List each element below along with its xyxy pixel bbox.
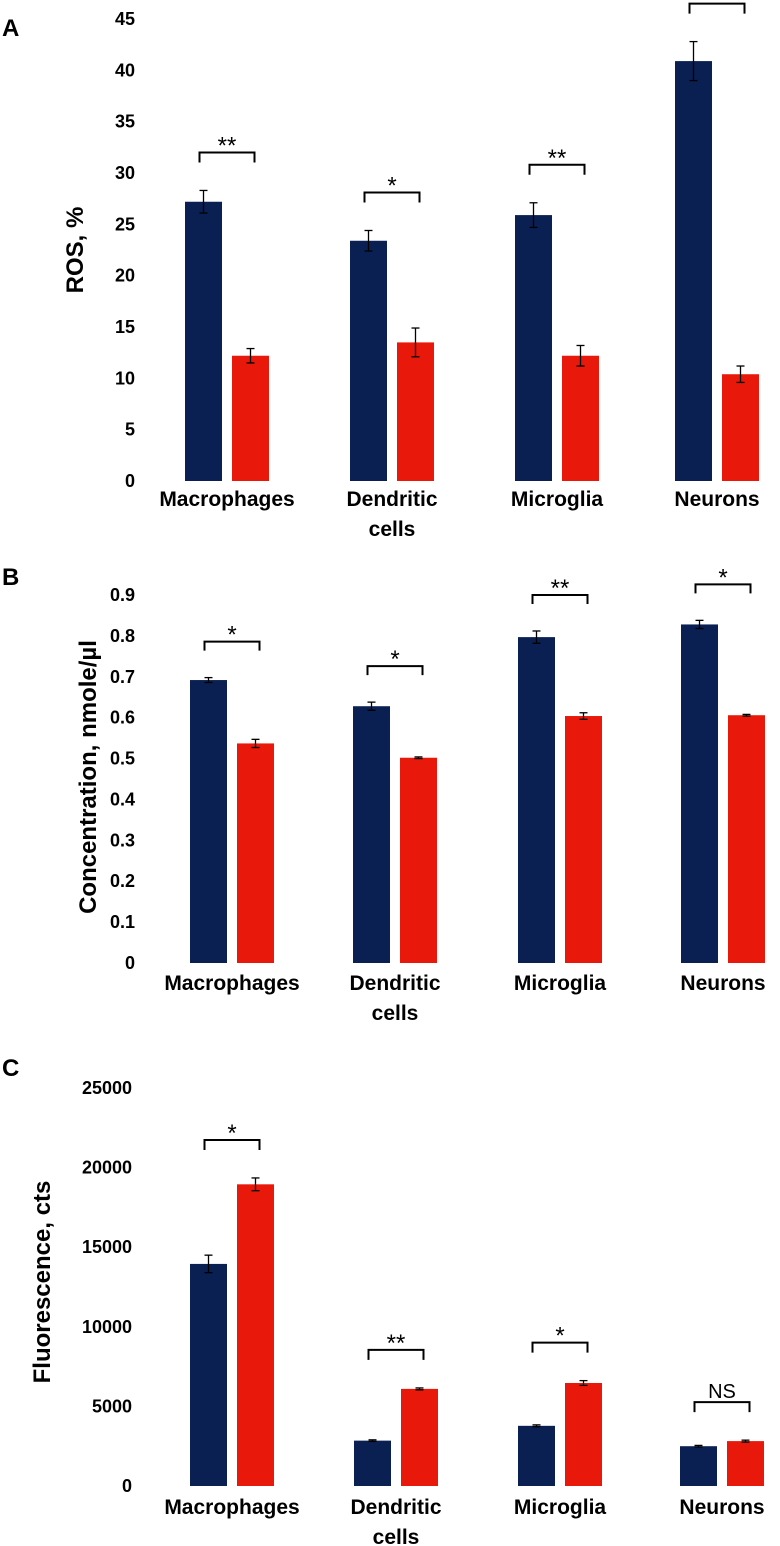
bar-control [515, 215, 552, 482]
bar-treated [562, 355, 599, 481]
significance-label: * [718, 564, 727, 591]
y-tick-label: 0.2 [110, 871, 135, 891]
y-tick-label: 0.4 [110, 789, 135, 809]
y-tick-label: 0.5 [110, 749, 135, 769]
y-tick-label: 10 [115, 368, 135, 388]
bar-treated [728, 715, 765, 963]
y-tick-label: 45 [115, 9, 135, 29]
y-tick-label: 5 [125, 420, 135, 440]
y-tick-label: 20000 [82, 1158, 132, 1178]
significance-label: NS [708, 1381, 736, 1403]
bar-control [680, 1446, 717, 1486]
bar-treated [232, 355, 269, 481]
bar-treated [400, 757, 437, 963]
category-label: Neurons [679, 1496, 764, 1519]
bar-treated [727, 1441, 764, 1486]
y-tick-label: 15 [115, 317, 135, 337]
y-tick-label: 0.6 [110, 708, 135, 728]
y-tick-label: 0 [125, 471, 135, 491]
panel-c-letter: C [2, 1055, 19, 1082]
category-label: cells [373, 1526, 420, 1546]
y-tick-label: 25 [115, 214, 135, 234]
y-axis-label: Concentration, nmole/µl [75, 640, 102, 914]
significance-label: * [390, 646, 399, 673]
significance-bracket [531, 593, 589, 604]
y-tick-label: 0.7 [110, 667, 135, 687]
y-tick-label: 40 [115, 60, 135, 80]
bar-control [190, 680, 227, 963]
bar-control [518, 1425, 555, 1486]
y-tick-label: 5000 [92, 1396, 132, 1416]
significance-label: *** [703, 0, 731, 11]
y-tick-label: 0.3 [110, 830, 135, 850]
bar-treated [237, 1184, 274, 1486]
y-tick-label: 0.9 [110, 585, 135, 605]
significance-label: ** [387, 1330, 406, 1357]
significance-label: ** [548, 145, 567, 172]
bar-control [185, 201, 222, 481]
significance-bracket [688, 2, 746, 14]
bar-control [354, 1440, 391, 1486]
bar-control [675, 61, 712, 482]
significance-label: * [227, 622, 236, 649]
y-axis-label: ROS, % [62, 207, 89, 294]
significance-bracket [363, 191, 421, 203]
significance-label: ** [551, 575, 570, 602]
y-tick-label: 0 [125, 953, 135, 973]
panel-b-letter: B [2, 564, 19, 591]
significance-bracket [693, 1401, 751, 1413]
category-label: Dendritic [346, 488, 437, 511]
panel-a: A 0 5 10 15 20 25 30 35 40 45 ROS, % ** Macrophages *… [2, 0, 760, 541]
category-label: Dendritic [349, 972, 440, 995]
bar-control [353, 706, 390, 963]
category-label: Microglia [514, 972, 607, 995]
y-tick-label: 25000 [82, 1078, 132, 1098]
y-tick-label: 10000 [82, 1317, 132, 1337]
bar-treated [722, 374, 759, 481]
significance-label: * [227, 1120, 236, 1147]
category-label: Neurons [674, 488, 759, 511]
significance-bracket [694, 583, 752, 594]
category-label: cells [372, 1002, 419, 1025]
significance-label: * [387, 172, 396, 199]
panel-c: C 0 5000 10000 15000 20000 25000 Fluorescence,… [2, 1055, 765, 1546]
y-tick-label: 30 [115, 163, 135, 183]
significance-bracket [366, 665, 424, 676]
y-tick-label: 0.1 [110, 912, 135, 932]
panel-b: B 0 0.1 0.2 0.3 0.4 0.5 0.6 0.7 0.8 0.9 Concentrat… [2, 564, 766, 1025]
bar-control [518, 637, 555, 963]
category-label: Microglia [514, 1496, 607, 1519]
bar-treated [401, 1388, 438, 1486]
category-label: Neurons [680, 972, 765, 995]
category-label: Macrophages [159, 488, 294, 511]
y-tick-label: 0.8 [110, 626, 135, 646]
y-tick-label: 0 [122, 1476, 132, 1496]
panel-a-letter: A [2, 15, 19, 42]
bar-treated [397, 342, 434, 481]
significance-label: * [555, 1323, 564, 1350]
category-label: Macrophages [164, 972, 299, 995]
significance-bracket [203, 1138, 261, 1150]
significance-bracket [528, 163, 586, 175]
bar-treated [565, 716, 602, 963]
y-tick-label: 20 [115, 266, 135, 286]
significance-label: ** [218, 132, 237, 159]
category-label: Microglia [511, 488, 604, 511]
significance-bracket [198, 151, 256, 163]
category-label: Dendritic [350, 1496, 441, 1519]
y-axis-label: Fluorescence, cts [29, 1181, 56, 1384]
significance-bracket [367, 1348, 425, 1360]
category-label: Macrophages [164, 1496, 299, 1519]
bar-control [681, 624, 718, 963]
y-tick-label: 35 [115, 112, 135, 132]
bar-treated [565, 1382, 602, 1486]
bar-treated [237, 743, 274, 963]
bar-control [190, 1263, 227, 1486]
category-label: cells [369, 518, 416, 541]
significance-bracket [203, 640, 261, 651]
y-tick-label: 15000 [82, 1237, 132, 1257]
significance-bracket [531, 1341, 589, 1353]
bar-control [350, 240, 387, 481]
